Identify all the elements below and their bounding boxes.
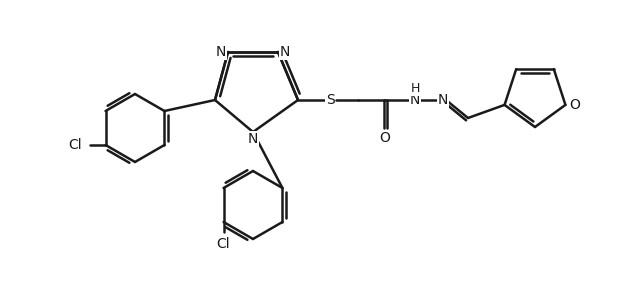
Text: N: N [410, 93, 420, 107]
Text: H: H [410, 82, 420, 95]
Text: N: N [438, 93, 448, 107]
Text: N: N [248, 132, 258, 146]
Text: S: S [326, 93, 334, 107]
Text: Cl: Cl [217, 237, 230, 251]
Text: O: O [569, 98, 580, 112]
Text: N: N [216, 45, 226, 59]
Text: N: N [280, 45, 290, 59]
Text: Cl: Cl [68, 138, 83, 152]
Text: O: O [380, 131, 390, 145]
